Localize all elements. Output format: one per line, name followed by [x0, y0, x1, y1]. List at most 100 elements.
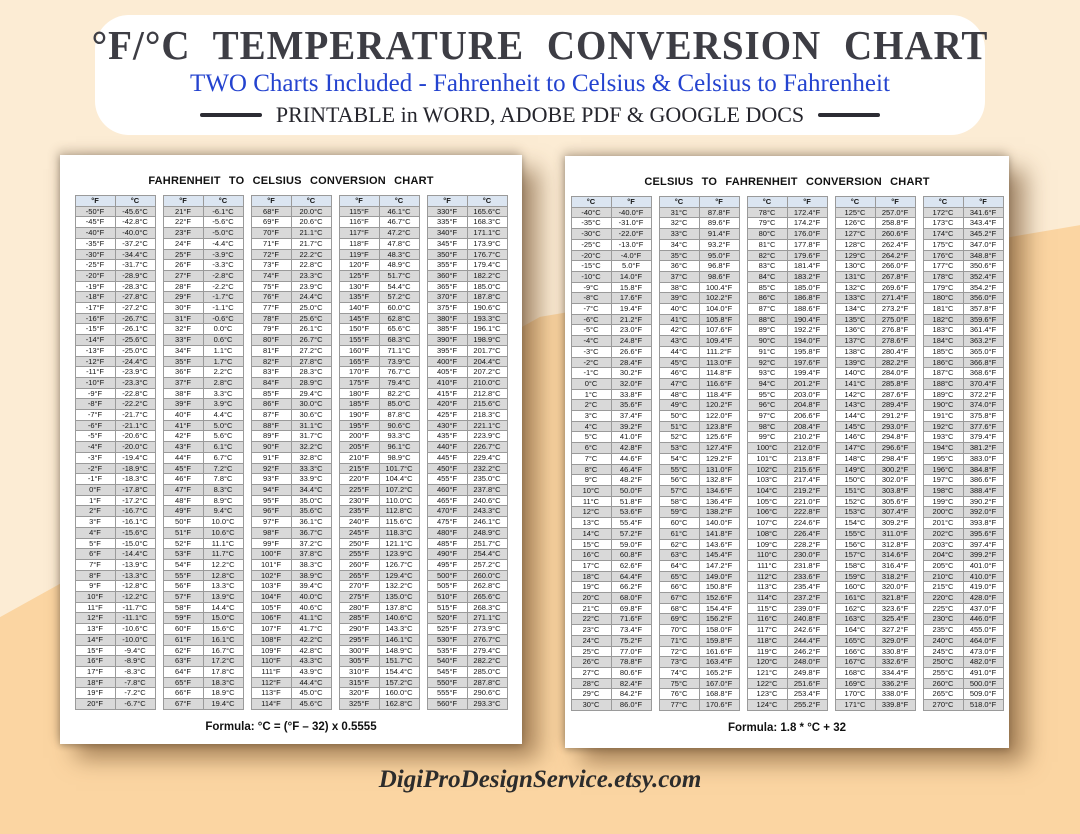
table-cell: 15°F: [74, 644, 116, 657]
table-cell: 69.8°F: [610, 602, 652, 615]
table-row: 58°C 136.4°F: [658, 495, 740, 508]
table-row: 500°F 260.0°C: [426, 569, 508, 582]
table-cell: 60°C: [658, 517, 700, 529]
table-cell: 161°C: [834, 592, 876, 604]
table-row: 202°C 395.6°F: [922, 527, 1004, 540]
fahrenheit-to-celsius-page: FAHRENHEIT TO CELSIUS CONVERSION CHART °…: [60, 155, 522, 744]
table-row: 235°C 455.0°F: [922, 624, 1004, 636]
table-cell: 187.8°C: [466, 291, 508, 304]
table-cell: 187°C: [922, 367, 964, 379]
column-header: °F: [610, 196, 652, 208]
table-cell: 40°F: [162, 409, 204, 421]
table-cell: 102.2°F: [698, 292, 740, 305]
table-cell: 350.6°F: [962, 260, 1004, 272]
table-cell: 57°C: [658, 484, 700, 497]
table-cell: 105°F: [250, 601, 292, 614]
table-cell: 6°F: [74, 548, 116, 560]
table-cell: 140.6°C: [378, 612, 420, 625]
table-cell: 203°C: [922, 538, 964, 551]
table-cell: 74°C: [658, 666, 700, 679]
table-cell: 81°F: [250, 344, 292, 357]
table-cell: 347.0°F: [962, 238, 1004, 251]
table-row: 130°F 54.4°C: [338, 280, 420, 293]
table-row: 13°C 55.4°F: [570, 517, 652, 529]
table-row: 535°F 279.4°C: [426, 644, 508, 657]
table-row: 20°C 68.0°F: [570, 592, 652, 604]
table-cell: 48.3°C: [378, 248, 420, 261]
table-cell: 395°F: [426, 344, 468, 357]
table-cell: 545°F: [426, 665, 468, 678]
table-cell: -12.8°C: [114, 580, 156, 593]
table-cell: 80.6°F: [610, 666, 652, 679]
table-cell: 198.9°C: [466, 334, 508, 346]
table-cell: 190.6°C: [466, 302, 508, 314]
table-row: -50°F -45.6°C: [74, 205, 156, 218]
table-row: 525°F 273.9°C: [426, 623, 508, 635]
table-cell: 190.4°F: [786, 313, 828, 326]
table-row: 114°F 45.6°C: [250, 698, 332, 710]
table-cell: 201.2°F: [786, 377, 828, 390]
table-cell: 122°C: [746, 677, 788, 690]
table-row: 70°F 21.1°C: [250, 227, 332, 239]
table-row: 2°F -16.7°C: [74, 505, 156, 518]
table-row: 125°C 257.0°F: [834, 206, 916, 219]
table-cell: 123.9°C: [378, 548, 420, 560]
table-cell: -35°F: [74, 237, 116, 250]
table-cell: 147.2°F: [698, 559, 740, 572]
table-cell: 98.6°F: [698, 270, 740, 283]
table-cell: 36°C: [658, 260, 700, 272]
table-cell: 237.2°F: [786, 592, 828, 604]
table-cell: 55.4°F: [610, 517, 652, 529]
table-row: 102°C 215.6°F: [746, 463, 828, 476]
table-cell: 13°F: [74, 623, 116, 635]
table-cell: 101°F: [250, 558, 292, 571]
table-cell: -31.7°C: [114, 259, 156, 271]
column-header: °C: [922, 196, 964, 208]
table-cell: 36.7°C: [290, 526, 332, 539]
table-cell: 5°C: [570, 431, 612, 444]
table-cell: 82.4°F: [610, 677, 652, 690]
table-cell: 435°F: [426, 430, 468, 443]
table-cell: 161.6°F: [698, 645, 740, 658]
table-cell: -20.6°C: [114, 430, 156, 443]
table-row: 69°C 156.2°F: [658, 613, 740, 626]
table-cell: 125.6°F: [698, 431, 740, 444]
table-cell: -22.2°C: [114, 398, 156, 411]
table-cell: 104.0°F: [698, 303, 740, 315]
table-row: 62°C 143.6°F: [658, 538, 740, 551]
table-row: 143°C 289.4°F: [834, 399, 916, 412]
table-cell: 336.2°F: [874, 677, 916, 690]
column-header: °C: [658, 196, 700, 208]
table-row: 330°F 165.6°C: [426, 205, 508, 218]
table-row: -18°F -27.8°C: [74, 291, 156, 304]
table-row: 112°F 44.4°C: [250, 676, 332, 689]
table-cell: 112°C: [746, 570, 788, 583]
table-cell: 101°C: [746, 452, 788, 465]
table-row: 8°F -13.3°C: [74, 569, 156, 582]
table-row: 44°C 111.2°F: [658, 345, 740, 358]
table-cell: 80°C: [746, 228, 788, 240]
table-cell: 460°F: [426, 483, 468, 496]
table-cell: 125°C: [834, 206, 876, 219]
table-cell: 437.0°F: [962, 602, 1004, 615]
table-cell: 229.4°C: [466, 451, 508, 464]
table-cell: 71°F: [250, 237, 292, 250]
table-cell: 15.6°C: [202, 623, 244, 635]
table-cell: 210°F: [338, 451, 380, 464]
table-row: 200°C 392.0°F: [922, 506, 1004, 519]
table-row: -16°F -26.7°C: [74, 312, 156, 325]
table-row: 540°F 282.2°C: [426, 655, 508, 667]
conversion-table: °C °F 78°C 172.4°F 79°C 174.2°F 80°C 176.0°F 81°…: [746, 196, 828, 711]
table-row: 84°C 183.2°F: [746, 270, 828, 283]
table-row: 51°C 123.8°F: [658, 420, 740, 433]
table-cell: 19.4°F: [610, 303, 652, 315]
table-row: 4°C 39.2°F: [570, 420, 652, 433]
table-cell: 118.4°F: [698, 388, 740, 401]
table-cell: 69°F: [250, 216, 292, 229]
table-cell: 2.8°C: [202, 376, 244, 389]
table-cell: 60°F: [162, 623, 204, 635]
table-cell: 225°F: [338, 483, 380, 496]
table-cell: -5°F: [74, 430, 116, 443]
table-cell: -19°F: [74, 280, 116, 293]
table-cell: 112°F: [250, 676, 292, 689]
